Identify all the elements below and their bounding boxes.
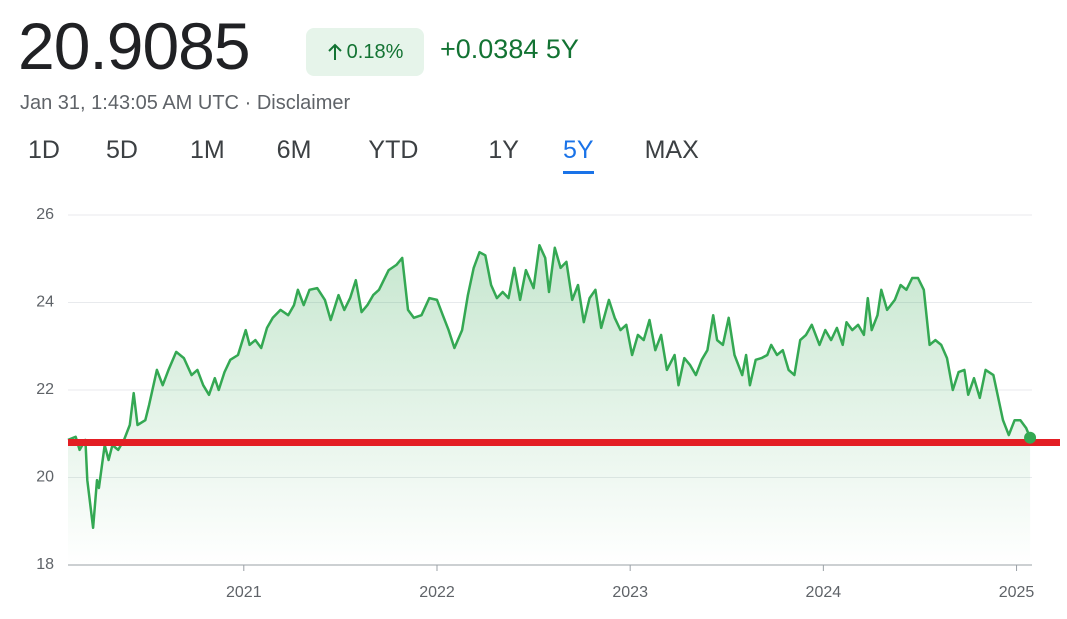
disclaimer[interactable]: Disclaimer — [256, 92, 351, 114]
x-tick-label: 2023 — [612, 584, 648, 601]
range-tab[interactable]: 1D — [28, 136, 60, 164]
range-tabs: 1D 5D 1M 6M YTD 1Y 5Y MAX — [28, 134, 745, 174]
y-tick-label: 22 — [36, 381, 54, 398]
range-tab[interactable]: 1Y — [488, 136, 519, 164]
y-tick-label: 26 — [36, 206, 54, 223]
timestamp: Jan 31, 1:43:05 AM UTC — [20, 92, 240, 114]
range-tab[interactable]: 1M — [189, 136, 225, 164]
change-value: +0.0384 — [440, 34, 539, 64]
y-tick-label: 20 — [36, 469, 54, 486]
change-badge: 0.18% — [306, 28, 424, 76]
range-tab[interactable]: YTD — [368, 136, 419, 164]
change-percent: 0.18% — [346, 40, 404, 63]
range-tab[interactable]: 6M — [276, 136, 312, 164]
price: 20.9085 — [18, 9, 251, 83]
x-tick-label: 2025 — [999, 584, 1035, 601]
price-line — [67, 243, 1032, 530]
x-tick-label: 2024 — [806, 584, 842, 601]
separator: · — [244, 92, 252, 114]
range-tab[interactable]: MAX — [644, 136, 699, 164]
up-arrow — [327, 43, 342, 60]
x-tick-label: 2021 — [226, 584, 262, 601]
y-tick-label: 18 — [36, 556, 54, 573]
timestamp-row: Jan 31, 1:43:05 AM UTC · Disclaimer — [20, 92, 350, 115]
x-tick-label: 2022 — [419, 584, 455, 601]
range-tab[interactable]: 5D — [105, 136, 138, 164]
change-period: 5Y — [545, 34, 579, 64]
change: +0.0384 5Y — [440, 34, 579, 65]
end-dot — [1024, 431, 1037, 444]
range-tab[interactable]: 5Y — [563, 134, 594, 174]
area — [68, 245, 1031, 565]
y-tick-label: 24 — [36, 294, 54, 311]
